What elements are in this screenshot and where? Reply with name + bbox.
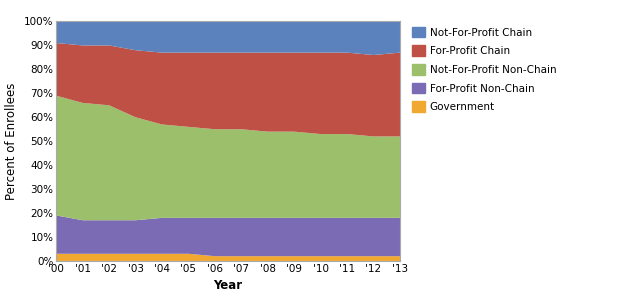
X-axis label: Year: Year — [214, 279, 243, 292]
Legend: Not-For-Profit Chain, For-Profit Chain, Not-For-Profit Non-Chain, For-Profit Non: Not-For-Profit Chain, For-Profit Chain, … — [412, 27, 556, 112]
Y-axis label: Percent of Enrollees: Percent of Enrollees — [6, 83, 18, 200]
